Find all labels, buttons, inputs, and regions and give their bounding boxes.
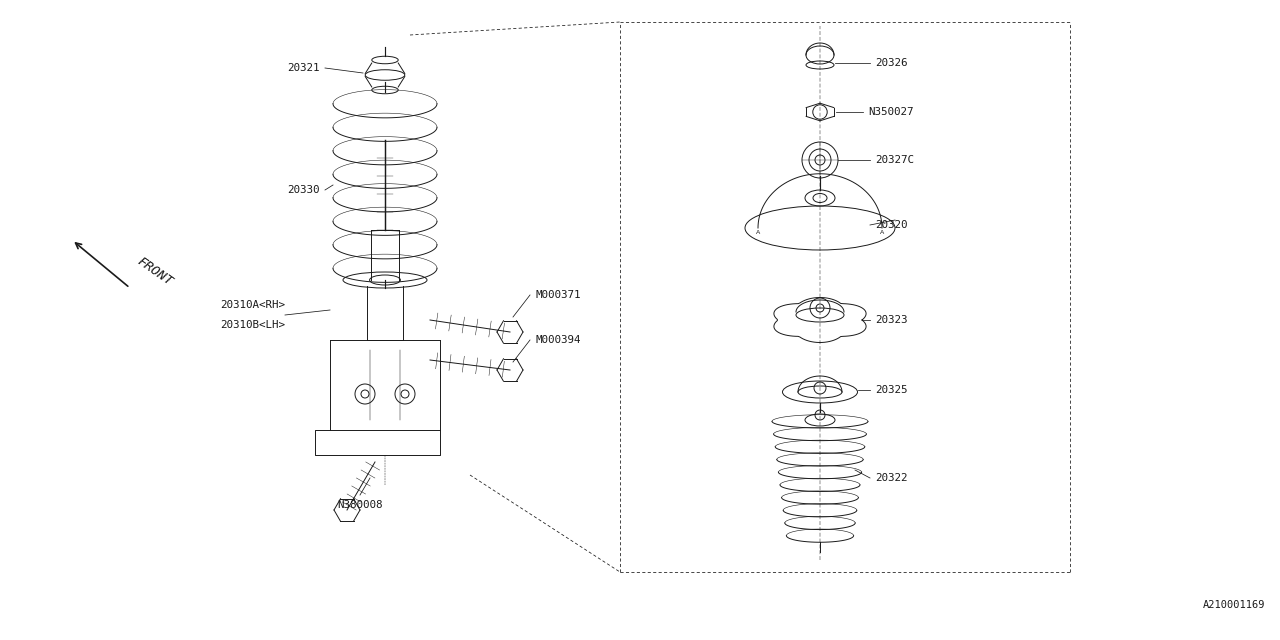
Text: 20327C: 20327C [876, 155, 914, 165]
Text: A210001169: A210001169 [1202, 600, 1265, 610]
Text: FRONT: FRONT [134, 255, 175, 288]
Text: M000394: M000394 [535, 335, 581, 345]
Text: 20310B<LH>: 20310B<LH> [220, 320, 285, 330]
Text: N380008: N380008 [337, 500, 383, 510]
Text: 20326: 20326 [876, 58, 908, 68]
Text: 20322: 20322 [876, 473, 908, 483]
Text: 20323: 20323 [876, 315, 908, 325]
Text: 20325: 20325 [876, 385, 908, 395]
Text: M000371: M000371 [535, 290, 581, 300]
Text: 20320: 20320 [876, 220, 908, 230]
Text: A: A [879, 230, 884, 234]
Text: N350027: N350027 [868, 107, 914, 117]
Text: A: A [756, 230, 760, 234]
Text: 20321: 20321 [288, 63, 320, 73]
Text: 20310A<RH>: 20310A<RH> [220, 300, 285, 310]
Text: 20330: 20330 [288, 185, 320, 195]
